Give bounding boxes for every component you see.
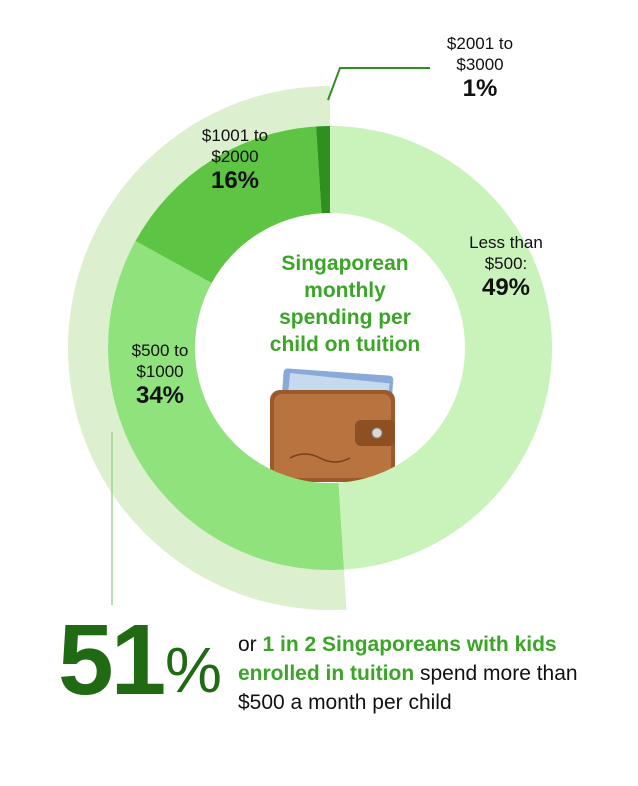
category-label: Less than $500: bbox=[469, 233, 543, 273]
donut-slice bbox=[330, 126, 553, 570]
slice-label: Less than $500: 49% bbox=[461, 232, 551, 302]
body-text: spend more than $500 a month per child bbox=[238, 662, 578, 714]
category-label: $1001 to $2000 bbox=[201, 126, 269, 166]
body-text: or bbox=[238, 633, 263, 656]
donut-slice bbox=[316, 126, 330, 214]
category-label: $500 to $1000 bbox=[131, 341, 189, 381]
slice-label: $1001 to $2000 16% bbox=[188, 125, 283, 195]
big-unit: % bbox=[165, 634, 222, 706]
value-label: 34% bbox=[135, 382, 185, 409]
value-label: 49% bbox=[481, 274, 531, 301]
chart-title: Singaporean monthly spending per child o… bbox=[269, 252, 421, 356]
slice-label: $500 to $1000 34% bbox=[113, 340, 208, 410]
highlight-text: 1 in 2 Singaporeans with kids enrolled i… bbox=[238, 633, 557, 685]
leader-line bbox=[327, 67, 430, 101]
callout-ring bbox=[68, 86, 347, 610]
donut-slice bbox=[107, 241, 344, 570]
big-number: 51 bbox=[58, 604, 166, 716]
donut-slice bbox=[135, 126, 322, 283]
value-label: 16% bbox=[210, 167, 260, 194]
slice-label: $2001 to $3000 1% bbox=[433, 33, 528, 103]
category-label: $2001 to $3000 bbox=[446, 34, 514, 74]
callout-text: or 1 in 2 Singaporeans with kids enrolle… bbox=[238, 630, 608, 717]
value-label: 1% bbox=[462, 75, 498, 102]
wallet bbox=[270, 368, 395, 482]
